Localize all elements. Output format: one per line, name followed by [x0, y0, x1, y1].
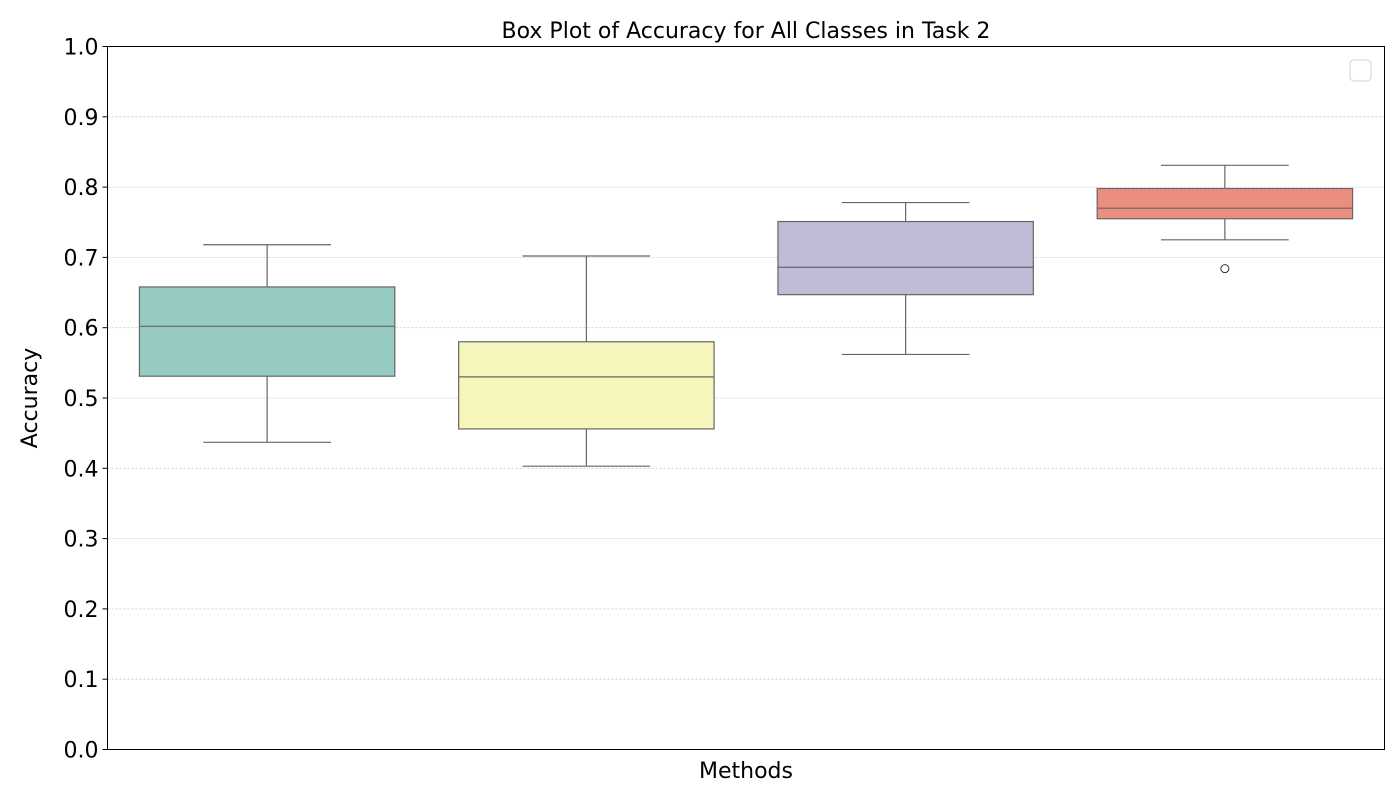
box-iqr	[1096, 187, 1354, 220]
y-tick-label: 0.3	[64, 528, 99, 553]
y-tick-label: 0.9	[64, 106, 99, 131]
box-group-3	[777, 201, 1034, 356]
y-tick-label: 0.2	[64, 598, 99, 623]
box-iqr	[138, 286, 396, 377]
y-axis-label: Accuracy	[18, 348, 43, 448]
y-tick-label: 0.8	[64, 176, 99, 201]
y-tick-label: 0.1	[64, 668, 99, 693]
box-iqr	[458, 341, 715, 430]
legend-box	[1349, 59, 1372, 82]
box-group-1	[138, 244, 396, 443]
grid-lines	[107, 116, 1385, 680]
box-group-2	[458, 255, 715, 467]
y-tick-label: 0.5	[64, 387, 99, 412]
chart-title: Box Plot of Accuracy for All Classes in …	[502, 19, 991, 44]
outlier-point	[1220, 264, 1230, 274]
box-group-4	[1096, 164, 1354, 274]
y-axis-ticks: 0.0 0.1 0.2 0.3 0.4 0.5 0.6 0.7 0.8 0.9 1.0	[64, 36, 108, 764]
y-tick-label: 0.6	[64, 317, 99, 342]
y-tick-label: 0.7	[64, 246, 99, 271]
y-tick-label: 1.0	[64, 36, 99, 61]
box-iqr	[777, 220, 1034, 296]
boxes	[138, 164, 1354, 467]
x-axis-label: Methods	[699, 759, 793, 784]
y-tick-label: 0.4	[64, 457, 99, 482]
y-tick-label: 0.0	[64, 739, 99, 764]
